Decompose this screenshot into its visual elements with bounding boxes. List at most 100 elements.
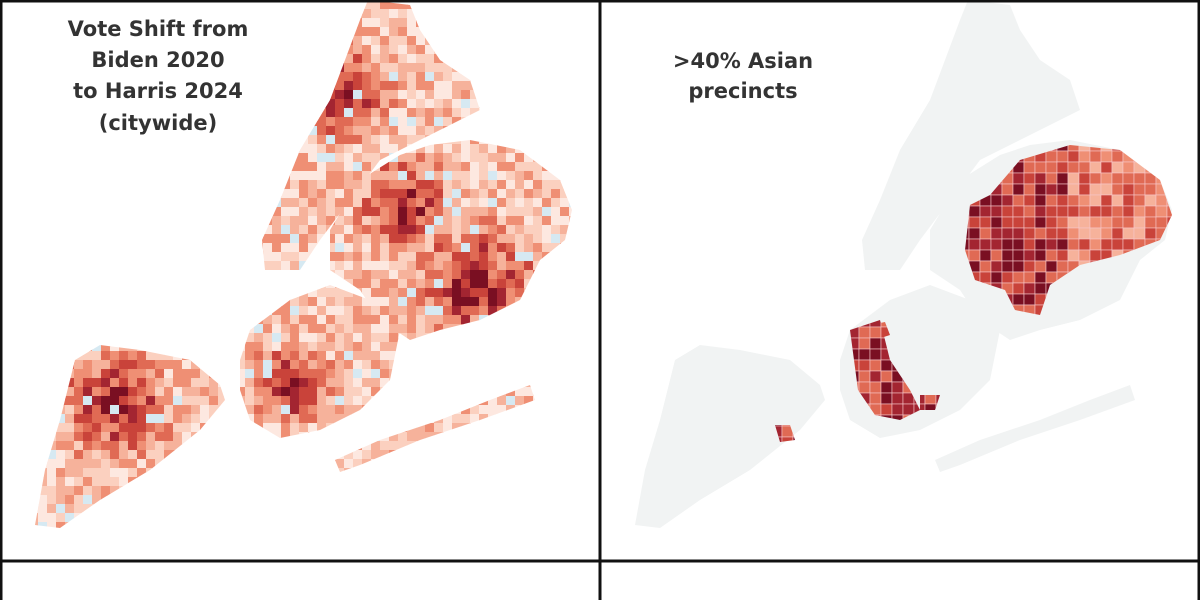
precinct: [515, 459, 525, 469]
precinct: [533, 243, 543, 253]
precinct: [218, 387, 228, 397]
precinct: [452, 54, 462, 64]
precinct: [209, 279, 219, 289]
precinct: [825, 260, 838, 273]
precinct: [913, 436, 926, 442]
precinct: [479, 252, 489, 262]
precinct: [416, 144, 426, 154]
precinct: [209, 261, 219, 271]
precinct: [1034, 337, 1047, 350]
precinct: [38, 549, 48, 559]
precinct: [200, 531, 210, 541]
precinct: [344, 558, 354, 568]
precinct: [290, 414, 300, 424]
precinct: [227, 216, 237, 226]
precinct: [101, 513, 111, 523]
precinct: [353, 171, 363, 181]
precinct: [452, 342, 462, 352]
precinct: [506, 396, 516, 406]
precinct: [218, 324, 228, 334]
precinct: [470, 108, 480, 118]
precinct: [110, 504, 120, 514]
precinct: [1078, 227, 1091, 240]
precinct: [272, 486, 282, 496]
precinct: [218, 423, 228, 433]
precinct: [425, 144, 435, 154]
precinct: [371, 369, 381, 379]
precinct: [775, 271, 783, 284]
precinct: [542, 369, 552, 379]
precinct: [443, 198, 453, 208]
precinct: [119, 180, 129, 190]
precinct: [551, 360, 561, 370]
precinct: [227, 513, 237, 523]
precinct: [1089, 348, 1102, 361]
precinct: [299, 72, 309, 82]
precinct: [587, 324, 597, 334]
precinct: [825, 172, 838, 185]
precinct: [1023, 238, 1036, 251]
precinct: [299, 513, 309, 523]
precinct: [398, 360, 408, 370]
precinct: [83, 225, 93, 235]
precinct: [398, 495, 408, 505]
precinct: [760, 151, 771, 162]
precinct: [560, 441, 570, 451]
precinct: [128, 144, 138, 154]
precinct: [803, 315, 816, 328]
precinct: [542, 234, 552, 244]
precinct: [990, 194, 1003, 207]
precinct: [218, 432, 228, 442]
precinct: [218, 270, 228, 280]
precinct: [326, 216, 336, 226]
precinct: [869, 326, 882, 339]
precinct: [968, 249, 981, 262]
precinct: [560, 423, 570, 433]
precinct: [128, 558, 138, 568]
precinct: [389, 378, 399, 388]
precinct: [146, 369, 156, 379]
precinct: [416, 441, 426, 451]
precinct: [200, 540, 210, 550]
precinct: [389, 315, 399, 325]
precinct: [209, 486, 219, 496]
precinct: [353, 198, 363, 208]
precinct: [524, 369, 534, 379]
precinct: [164, 369, 174, 379]
precinct: [254, 234, 264, 244]
precinct: [497, 450, 507, 460]
precinct: [781, 183, 794, 196]
precinct: [182, 396, 192, 406]
precinct: [371, 216, 381, 226]
precinct: [452, 126, 462, 136]
precinct: [101, 297, 111, 307]
precinct: [308, 9, 318, 19]
precinct: [497, 315, 507, 325]
precinct: [560, 369, 570, 379]
precinct: [272, 180, 282, 190]
precinct: [497, 27, 507, 37]
precinct: [560, 396, 570, 406]
precinct: [173, 522, 183, 528]
precinct: [353, 54, 363, 64]
precinct: [209, 297, 219, 307]
precinct: [968, 403, 981, 416]
precinct: [83, 423, 93, 433]
precinct: [263, 180, 273, 190]
precinct: [803, 161, 816, 174]
precinct: [227, 297, 237, 307]
precinct: [578, 234, 588, 244]
precinct: [20, 333, 30, 343]
precinct: [47, 441, 57, 451]
precinct: [506, 468, 516, 478]
precinct: [299, 450, 309, 460]
precinct: [389, 117, 399, 127]
precinct: [236, 459, 246, 469]
precinct: [587, 216, 597, 226]
precinct: [479, 117, 489, 127]
precinct: [434, 297, 444, 307]
precinct: [825, 370, 838, 383]
precinct: [389, 333, 399, 343]
precinct: [182, 477, 192, 487]
precinct: [760, 338, 771, 349]
